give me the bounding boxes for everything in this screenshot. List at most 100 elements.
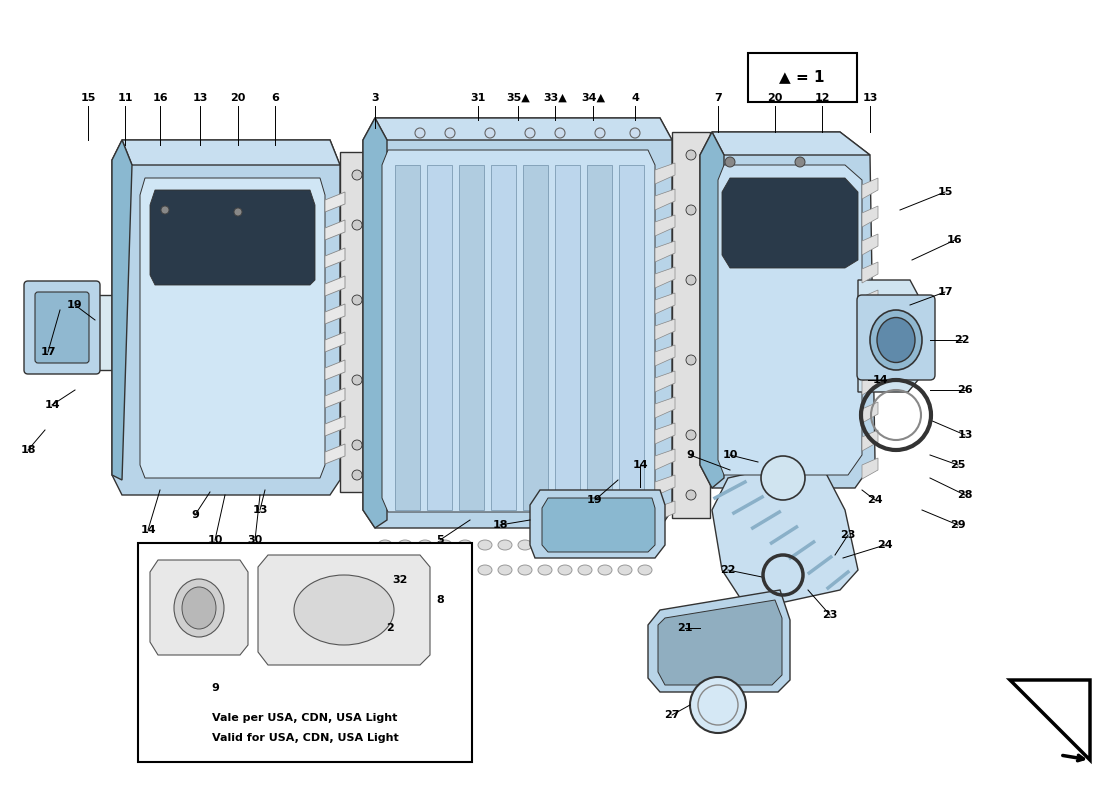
Text: 32: 32 bbox=[393, 575, 408, 585]
Ellipse shape bbox=[598, 565, 612, 575]
Circle shape bbox=[352, 220, 362, 230]
Ellipse shape bbox=[638, 565, 652, 575]
Circle shape bbox=[686, 430, 696, 440]
Polygon shape bbox=[654, 189, 675, 210]
Polygon shape bbox=[619, 165, 644, 510]
Ellipse shape bbox=[458, 565, 472, 575]
Text: 11: 11 bbox=[118, 93, 133, 103]
Polygon shape bbox=[96, 295, 120, 370]
Polygon shape bbox=[654, 163, 675, 184]
Polygon shape bbox=[363, 118, 387, 528]
Polygon shape bbox=[324, 388, 345, 408]
Ellipse shape bbox=[558, 565, 572, 575]
Circle shape bbox=[161, 206, 169, 214]
Ellipse shape bbox=[538, 540, 552, 550]
Polygon shape bbox=[382, 150, 654, 512]
Text: 8: 8 bbox=[436, 595, 444, 605]
Polygon shape bbox=[862, 374, 878, 395]
Text: 31: 31 bbox=[471, 93, 486, 103]
Text: 13: 13 bbox=[957, 430, 972, 440]
Polygon shape bbox=[122, 140, 340, 165]
Text: 15: 15 bbox=[80, 93, 96, 103]
Ellipse shape bbox=[877, 318, 915, 362]
Polygon shape bbox=[150, 190, 315, 285]
Ellipse shape bbox=[598, 540, 612, 550]
Text: 30: 30 bbox=[248, 535, 263, 545]
Text: 12: 12 bbox=[814, 93, 829, 103]
Circle shape bbox=[686, 490, 696, 500]
Polygon shape bbox=[712, 132, 870, 155]
Polygon shape bbox=[654, 241, 675, 262]
Polygon shape bbox=[491, 165, 516, 510]
Circle shape bbox=[352, 295, 362, 305]
Text: 27: 27 bbox=[664, 710, 680, 720]
Text: Vale per USA, CDN, USA Light: Vale per USA, CDN, USA Light bbox=[212, 713, 398, 723]
Circle shape bbox=[595, 128, 605, 138]
Circle shape bbox=[234, 208, 242, 216]
Circle shape bbox=[686, 150, 696, 160]
Polygon shape bbox=[459, 165, 484, 510]
Polygon shape bbox=[862, 318, 878, 339]
Ellipse shape bbox=[294, 575, 394, 645]
Polygon shape bbox=[112, 140, 340, 495]
Ellipse shape bbox=[378, 540, 392, 550]
Polygon shape bbox=[427, 165, 452, 510]
Text: 19: 19 bbox=[67, 300, 82, 310]
Polygon shape bbox=[654, 475, 675, 496]
Text: 34▲: 34▲ bbox=[581, 93, 605, 103]
Polygon shape bbox=[324, 416, 345, 436]
Text: 24: 24 bbox=[877, 540, 893, 550]
Text: 22: 22 bbox=[720, 565, 736, 575]
Polygon shape bbox=[150, 560, 248, 655]
Ellipse shape bbox=[870, 310, 922, 370]
Polygon shape bbox=[648, 590, 790, 692]
Polygon shape bbox=[862, 458, 878, 479]
Ellipse shape bbox=[578, 540, 592, 550]
Circle shape bbox=[686, 355, 696, 365]
Ellipse shape bbox=[618, 565, 632, 575]
Polygon shape bbox=[718, 165, 862, 475]
Polygon shape bbox=[862, 402, 878, 423]
Text: 15: 15 bbox=[937, 187, 953, 197]
Ellipse shape bbox=[398, 565, 412, 575]
Text: 23: 23 bbox=[840, 530, 856, 540]
Text: 9: 9 bbox=[211, 683, 219, 693]
Text: 14: 14 bbox=[872, 375, 888, 385]
Ellipse shape bbox=[618, 540, 632, 550]
Polygon shape bbox=[722, 178, 858, 268]
Circle shape bbox=[352, 375, 362, 385]
Text: 35▲: 35▲ bbox=[506, 93, 530, 103]
Text: 26: 26 bbox=[957, 385, 972, 395]
Text: 18: 18 bbox=[493, 520, 508, 530]
Polygon shape bbox=[654, 267, 675, 288]
Polygon shape bbox=[112, 140, 132, 480]
Text: 24: 24 bbox=[867, 495, 883, 505]
Text: 21: 21 bbox=[678, 623, 693, 633]
Ellipse shape bbox=[458, 540, 472, 550]
Text: 17: 17 bbox=[937, 287, 953, 297]
FancyBboxPatch shape bbox=[24, 281, 100, 374]
Text: 19: 19 bbox=[587, 495, 603, 505]
Polygon shape bbox=[556, 165, 580, 510]
Polygon shape bbox=[658, 600, 782, 685]
Polygon shape bbox=[654, 293, 675, 314]
Text: 3: 3 bbox=[371, 93, 378, 103]
Text: 6: 6 bbox=[271, 93, 279, 103]
Polygon shape bbox=[654, 449, 675, 470]
Polygon shape bbox=[862, 178, 878, 199]
Polygon shape bbox=[375, 118, 672, 140]
Circle shape bbox=[485, 128, 495, 138]
Polygon shape bbox=[324, 192, 345, 212]
Ellipse shape bbox=[478, 565, 492, 575]
Text: 2: 2 bbox=[386, 623, 394, 633]
Polygon shape bbox=[363, 118, 672, 528]
Text: Valid for USA, CDN, USA Light: Valid for USA, CDN, USA Light bbox=[211, 733, 398, 743]
Ellipse shape bbox=[378, 565, 392, 575]
Ellipse shape bbox=[418, 540, 432, 550]
Circle shape bbox=[630, 128, 640, 138]
Ellipse shape bbox=[478, 540, 492, 550]
Text: ▲ = 1: ▲ = 1 bbox=[779, 70, 825, 85]
Polygon shape bbox=[654, 319, 675, 340]
Ellipse shape bbox=[418, 565, 432, 575]
Text: 25: 25 bbox=[950, 460, 966, 470]
